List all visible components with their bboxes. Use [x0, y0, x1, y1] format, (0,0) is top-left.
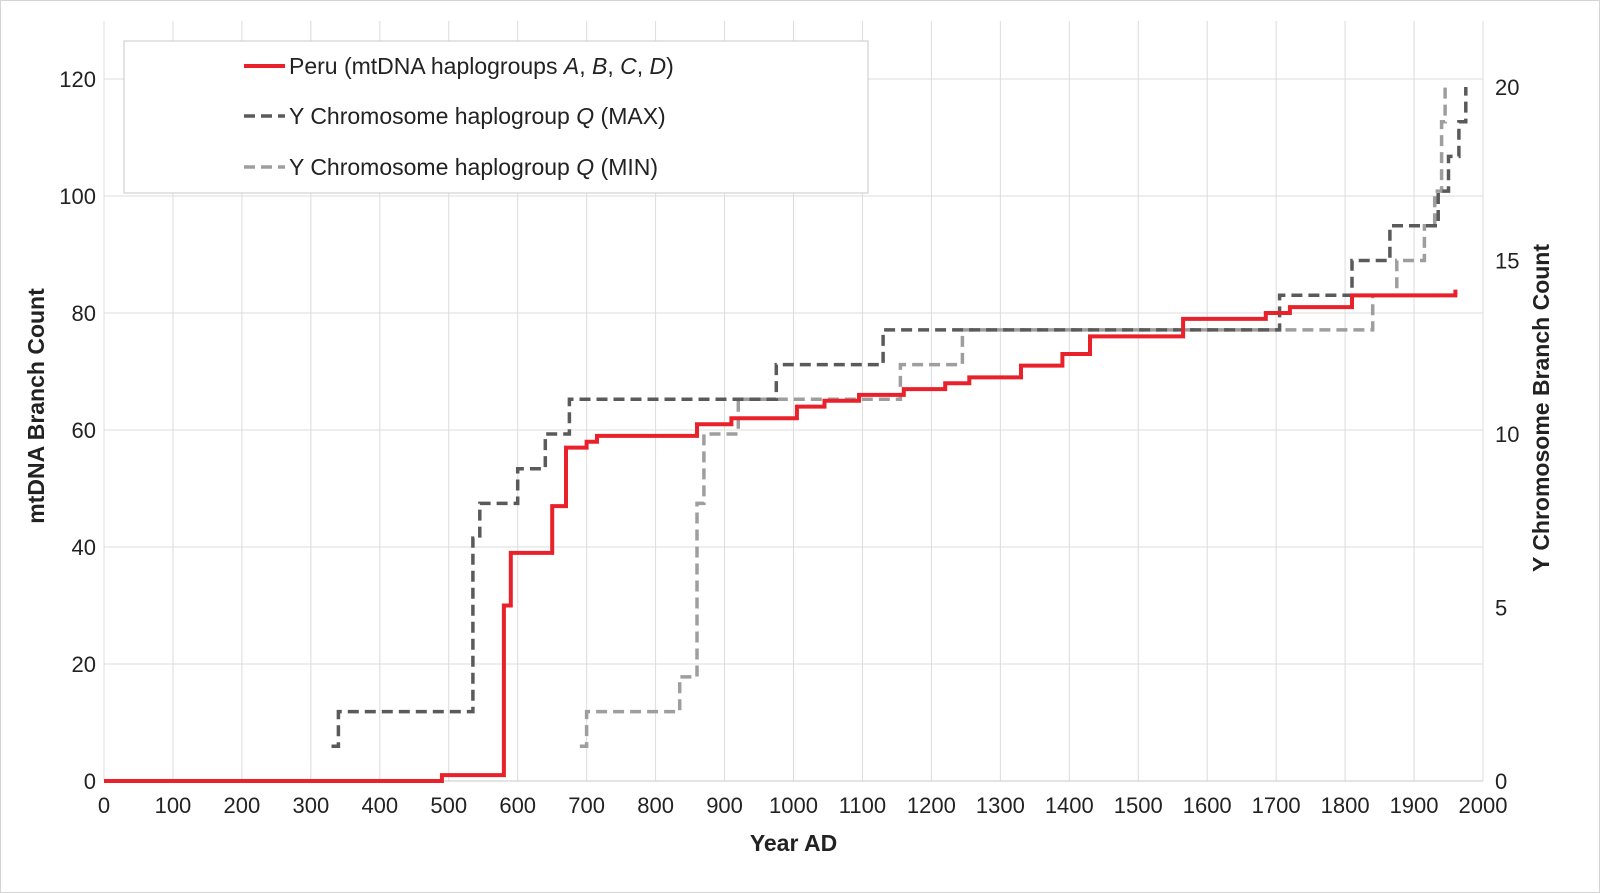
x-tick-label: 1300	[976, 793, 1025, 818]
right-y-tick-label: 20	[1495, 75, 1519, 100]
left-y-tick-label: 120	[59, 67, 96, 92]
axis-titles: Year AD mtDNA Branch Count Y Chromosome …	[23, 244, 1554, 856]
x-tick-label: 400	[361, 793, 398, 818]
x-tick-label: 1100	[839, 793, 886, 818]
legend: Peru (mtDNA haplogroups A, B, C, D)Y Chr…	[123, 40, 869, 194]
legend-label-part: A	[562, 53, 579, 79]
legend-label: Peru (mtDNA haplogroups A, B, C, D)	[289, 53, 674, 79]
left-y-tick-label: 80	[72, 301, 96, 326]
x-tick-label: 1900	[1390, 793, 1439, 818]
legend-label-part: Y Chromosome haplogroup	[289, 103, 576, 129]
left-y-tick-label: 40	[72, 535, 96, 560]
legend-label-part: Q	[576, 103, 594, 129]
x-tick-label: 600	[499, 793, 536, 818]
x-axis-title: Year AD	[750, 830, 837, 856]
legend-label-part: D	[650, 53, 667, 79]
x-tick-label: 1800	[1321, 793, 1370, 818]
x-tick-label: 1700	[1252, 793, 1301, 818]
legend-label-part: )	[666, 53, 674, 79]
x-tick-label: 0	[98, 793, 110, 818]
right-y-axis-title: Y Chromosome Branch Count	[1528, 244, 1554, 572]
left-y-tick-label: 0	[84, 769, 96, 794]
series-line-y-max	[331, 87, 1468, 749]
legend-label-part: Y Chromosome haplogroup	[289, 154, 576, 180]
x-tick-label: 1500	[1114, 793, 1163, 818]
tick-labels: 0 100 200 300 400 500 600 700 800 900 1000 1100 1200…	[59, 67, 1519, 818]
left-y-tick-label: 100	[59, 184, 96, 209]
series-layer	[104, 87, 1468, 783]
legend-label-part: C	[620, 53, 637, 79]
x-tick-label: 700	[568, 793, 605, 818]
right-y-tick-label: 10	[1495, 422, 1519, 447]
x-tick-label: 900	[706, 793, 743, 818]
x-tick-label: 100	[155, 793, 192, 818]
legend-label-part: ,	[637, 53, 650, 79]
legend-label-part: Peru (mtDNA haplogroups	[289, 53, 564, 79]
series-line-y-min	[579, 87, 1447, 749]
legend-label: Y Chromosome haplogroup Q (MIN)	[289, 154, 658, 180]
series-line-peru-mtdna	[104, 289, 1458, 783]
x-tick-label: 300	[292, 793, 329, 818]
left-y-tick-label: 60	[72, 418, 96, 443]
legend-label-part: Q	[576, 154, 594, 180]
x-tick-label: 800	[637, 793, 674, 818]
right-y-tick-label: 15	[1495, 249, 1519, 274]
legend-label: Y Chromosome haplogroup Q (MAX)	[289, 103, 666, 129]
legend-label-part: ,	[607, 53, 620, 79]
x-tick-label: 500	[430, 793, 467, 818]
legend-label-part: (MIN)	[594, 154, 658, 180]
right-y-tick-label: 0	[1495, 769, 1507, 794]
legend-label-part: ,	[579, 53, 592, 79]
right-y-tick-label: 5	[1495, 596, 1507, 621]
left-y-tick-label: 20	[72, 652, 96, 677]
legend-label-part: (MAX)	[594, 103, 666, 129]
x-tick-label: 200	[224, 793, 261, 818]
x-tick-label: 1200	[907, 793, 956, 818]
x-tick-label: 1400	[1045, 793, 1094, 818]
x-tick-label: 2000	[1459, 793, 1508, 818]
legend-label-part: B	[592, 53, 607, 79]
x-tick-label: 1000	[769, 793, 818, 818]
left-y-axis-title: mtDNA Branch Count	[23, 288, 49, 524]
x-tick-label: 1600	[1183, 793, 1232, 818]
